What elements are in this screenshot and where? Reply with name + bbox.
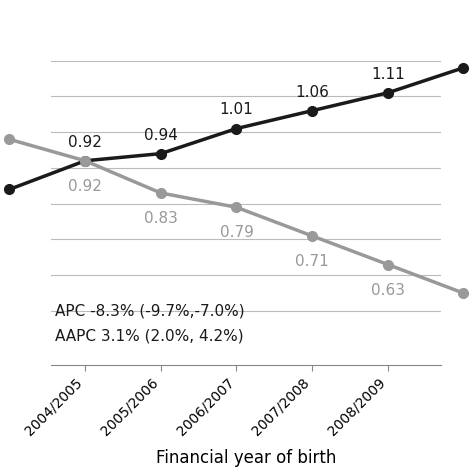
Text: 0.79: 0.79: [219, 225, 254, 240]
Text: 0.98: 0.98: [0, 473, 1, 474]
Text: 0.83: 0.83: [144, 211, 178, 226]
Text: 0.92: 0.92: [68, 179, 102, 194]
Text: 1.18: 1.18: [0, 473, 1, 474]
X-axis label: Financial year of birth: Financial year of birth: [156, 449, 336, 467]
Text: 0.92: 0.92: [68, 135, 102, 150]
Text: 0.94: 0.94: [144, 128, 178, 143]
Text: 0.55: 0.55: [0, 473, 1, 474]
Text: AAPC 3.1% (2.0%, 4.2%): AAPC 3.1% (2.0%, 4.2%): [55, 328, 244, 344]
Text: 1.06: 1.06: [295, 84, 329, 100]
Text: 0.63: 0.63: [371, 283, 405, 298]
Text: 0.71: 0.71: [295, 254, 329, 269]
Text: 0.84: 0.84: [0, 473, 1, 474]
Text: APC -8.3% (-9.7%,-7.0%): APC -8.3% (-9.7%,-7.0%): [55, 303, 245, 319]
Text: 1.01: 1.01: [219, 102, 253, 118]
Text: 1.11: 1.11: [371, 67, 405, 82]
